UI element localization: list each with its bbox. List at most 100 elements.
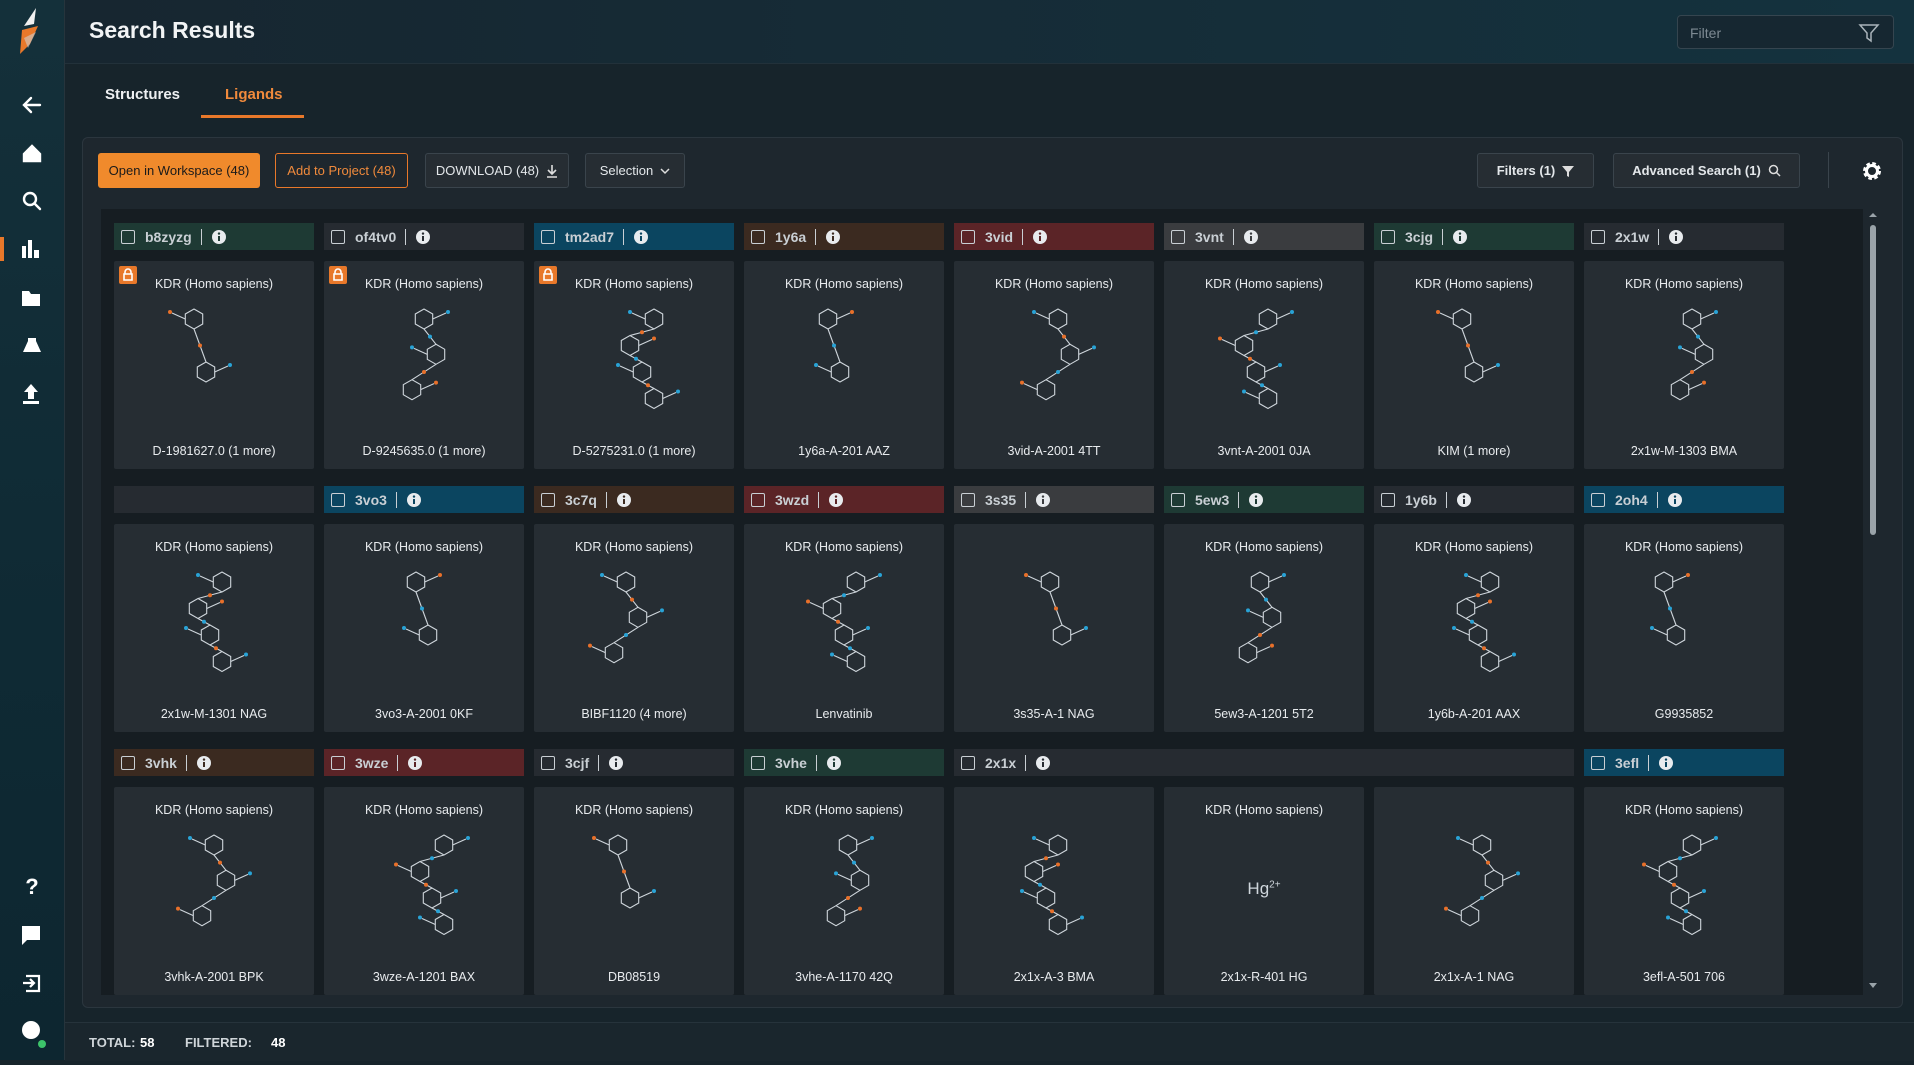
atom — [202, 619, 206, 624]
ligand-card[interactable]: KDR (Homo sapiens) 2x1w-M-1303 BMA — [1584, 261, 1784, 469]
ligand-card[interactable]: KDR (Homo sapiens) 1y6b-A-201 AAX — [1374, 524, 1574, 732]
info-icon[interactable] — [826, 755, 842, 771]
advanced-search-button[interactable]: Advanced Search (1) — [1613, 153, 1800, 188]
info-icon[interactable] — [1032, 229, 1048, 245]
ligand-card[interactable]: KDR (Homo sapiens) BIBF1120 (4 more) — [534, 524, 734, 732]
checkbox[interactable] — [331, 229, 345, 244]
ligand-card[interactable]: KDR (Homo sapiens) 3wze-A-1201 BAX — [324, 787, 524, 995]
ligand-card[interactable]: KDR (Homo sapiens) KIM (1 more) — [1374, 261, 1574, 469]
atom — [830, 652, 834, 657]
filters-button[interactable]: Filters (1) — [1477, 153, 1594, 188]
ligand-card[interactable]: 3s35-A-1 NAG — [954, 524, 1154, 732]
bond — [1653, 628, 1668, 636]
ligand-card[interactable]: 2x1x-A-1 NAG — [1374, 787, 1574, 995]
organism: KDR (Homo sapiens) — [784, 277, 904, 291]
ligand-card[interactable]: KDR (Homo sapiens) D-1981627.0 (1 more) — [114, 261, 314, 469]
atom — [436, 909, 440, 914]
info-icon[interactable] — [1248, 492, 1264, 508]
atom — [1020, 380, 1024, 385]
checkbox[interactable] — [1591, 755, 1605, 770]
group-header: tm2ad7 — [534, 223, 734, 250]
info-icon[interactable] — [407, 755, 423, 771]
ligand-card[interactable]: KDR (Homo sapiens) 1y6a-A-201 AAZ — [744, 261, 944, 469]
checkbox[interactable] — [961, 755, 975, 770]
bond — [440, 891, 455, 899]
add-project-button[interactable]: Add to Project (48) — [275, 153, 408, 188]
download-button[interactable]: DOWNLOAD (48) — [425, 153, 569, 188]
ring — [1452, 308, 1472, 330]
checkbox[interactable] — [961, 229, 975, 244]
info-icon[interactable] — [211, 229, 227, 245]
checkbox[interactable] — [541, 492, 555, 507]
ligand-card[interactable]: KDR (Homo sapiens) 3vo3-A-2001 0KF — [324, 524, 524, 732]
organism: KDR (Homo sapiens) — [1414, 540, 1534, 554]
checkbox[interactable] — [1171, 229, 1185, 244]
ligand-name: D-5275231.0 (1 more) — [572, 444, 696, 458]
atom — [1062, 334, 1066, 339]
ligand-card[interactable]: KDR (Homo sapiens) 3efl-A-501 706 — [1584, 787, 1784, 995]
checkbox[interactable] — [1591, 229, 1605, 244]
ligand-card[interactable]: KDR (Homo sapiens) 5ew3-A-1201 5T2 — [1164, 524, 1364, 732]
info-icon[interactable] — [1035, 755, 1051, 771]
settings-button[interactable] — [1860, 159, 1884, 183]
info-icon[interactable] — [1658, 755, 1674, 771]
ligand-card[interactable]: KDR (Homo sapiens) 2x1x-R-401 HG Hg2+ — [1164, 787, 1364, 995]
ligand-card[interactable]: KDR (Homo sapiens) G9935852 — [1584, 524, 1784, 732]
ring — [212, 571, 232, 593]
atom — [634, 356, 638, 361]
info-icon[interactable] — [406, 492, 422, 508]
checkbox[interactable] — [1591, 492, 1605, 507]
bond — [662, 391, 677, 400]
info-icon[interactable] — [825, 229, 841, 245]
checkbox[interactable] — [1381, 492, 1395, 507]
atom — [1278, 363, 1282, 367]
atom — [1056, 862, 1060, 867]
info-icon[interactable] — [1452, 229, 1468, 245]
checkbox[interactable] — [121, 755, 135, 770]
info-icon[interactable] — [415, 229, 431, 245]
atom — [628, 310, 632, 314]
checkbox[interactable] — [1171, 492, 1185, 507]
checkbox[interactable] — [331, 755, 345, 770]
ligand-card[interactable]: KDR (Homo sapiens) 3vid-A-2001 4TT — [954, 261, 1154, 469]
ligand-card[interactable]: KDR (Homo sapiens) D-5275231.0 (1 more) — [534, 261, 734, 469]
checkbox[interactable] — [751, 755, 765, 770]
ligand-card[interactable]: 2x1x-A-3 BMA — [954, 787, 1154, 995]
info-icon[interactable] — [1243, 229, 1259, 245]
info-icon[interactable] — [1668, 229, 1684, 245]
selection-button[interactable]: Selection — [585, 153, 685, 188]
info-icon[interactable] — [608, 755, 624, 771]
checkbox[interactable] — [1381, 229, 1395, 244]
filter-input[interactable]: Filter — [1677, 15, 1894, 49]
info-icon[interactable] — [828, 492, 844, 508]
checkbox[interactable] — [961, 492, 975, 507]
ligand-card[interactable]: KDR (Homo sapiens) DB08519 — [534, 787, 734, 995]
checkbox[interactable] — [121, 229, 135, 244]
scrollbar[interactable] — [1868, 213, 1878, 988]
info-dot — [412, 494, 416, 498]
tab[interactable]: Structures — [105, 86, 181, 103]
tab[interactable]: Ligands — [225, 86, 283, 103]
info-icon[interactable] — [1667, 492, 1683, 508]
info-icon[interactable] — [1456, 492, 1472, 508]
open-workspace-button[interactable]: Open in Workspace (48) — [98, 153, 260, 188]
bond — [595, 838, 610, 846]
checkbox[interactable] — [541, 755, 555, 770]
info-icon[interactable] — [616, 492, 632, 508]
ring — [204, 834, 224, 856]
checkbox[interactable] — [751, 229, 765, 244]
checkbox[interactable] — [751, 492, 765, 507]
bond — [1672, 575, 1687, 583]
ligand-card[interactable]: KDR (Homo sapiens) D-9245635.0 (1 more) — [324, 261, 524, 469]
ligand-card[interactable]: KDR (Homo sapiens) 3vhk-A-2001 BPK — [114, 787, 314, 995]
ligand-card[interactable]: KDR (Homo sapiens) 2x1w-M-1301 NAG — [114, 524, 314, 732]
checkbox[interactable] — [541, 229, 555, 244]
atom — [402, 626, 406, 630]
info-icon[interactable] — [196, 755, 212, 771]
ligand-card[interactable]: KDR (Homo sapiens) 3vhe-A-1170 42Q — [744, 787, 944, 995]
ligand-card[interactable]: KDR (Homo sapiens) Lenvatinib — [744, 524, 944, 732]
checkbox[interactable] — [331, 492, 345, 507]
info-icon[interactable] — [633, 229, 649, 245]
info-icon[interactable] — [1035, 492, 1051, 508]
ligand-card[interactable]: KDR (Homo sapiens) 3vnt-A-2001 0JA — [1164, 261, 1364, 469]
